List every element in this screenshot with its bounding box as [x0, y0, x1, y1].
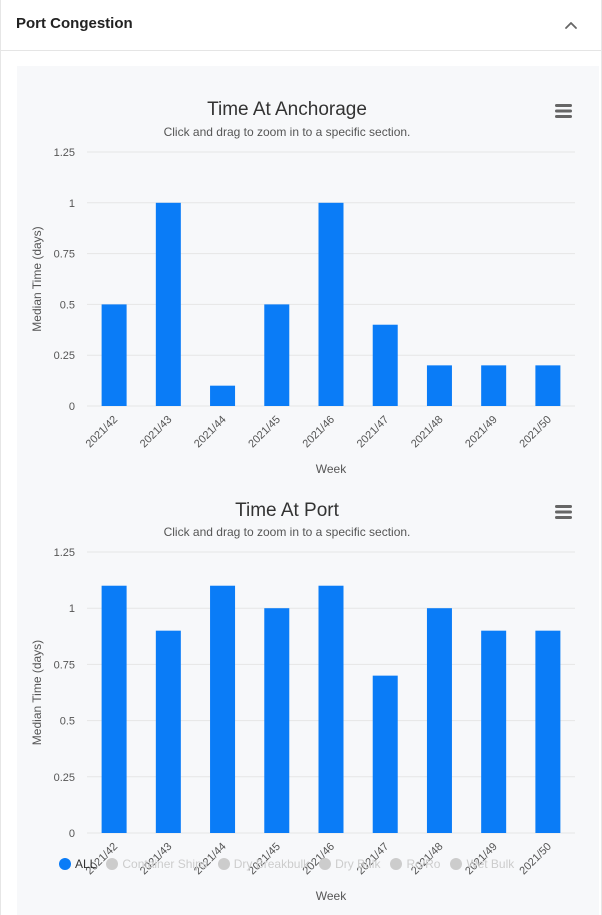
y-tick-label: 0.5 [60, 716, 75, 728]
legend-item[interactable]: Ro/Ro [390, 857, 440, 871]
legend-dot-icon [59, 858, 71, 870]
bar[interactable] [535, 630, 561, 833]
y-tick-label: 1 [69, 603, 75, 615]
y-tick-label: 0.25 [54, 772, 75, 784]
legend-label: Container Ships [122, 857, 208, 871]
legend-dot-icon [390, 858, 403, 870]
bar[interactable] [318, 585, 344, 833]
y-tick-label: 0.75 [54, 659, 75, 671]
bar[interactable] [372, 675, 398, 833]
legend: ALL Container Ships Dry Breakbulk Dry Bulk R… [59, 856, 524, 872]
y-axis-title: Median Time (days) [30, 226, 44, 331]
bar[interactable] [264, 608, 290, 833]
x-tick-label: 2021/50 [517, 414, 554, 451]
bar[interactable] [481, 630, 507, 833]
bar[interactable] [426, 608, 452, 833]
bar[interactable] [155, 630, 181, 833]
bar[interactable] [426, 365, 452, 406]
y-tick-label: 1.25 [54, 547, 75, 559]
x-axis-title: Week [316, 462, 347, 476]
x-axis-title: Week [316, 889, 347, 903]
chevron-up-icon[interactable] [561, 15, 581, 35]
hamburger-menu-icon[interactable] [555, 505, 572, 519]
bar[interactable] [318, 202, 344, 406]
legend-item[interactable]: Dry Bulk [319, 857, 380, 871]
y-tick-label: 0 [69, 828, 75, 840]
x-tick-label: 2021/42 [84, 414, 121, 451]
y-tick-label: 0.75 [54, 249, 75, 261]
bar[interactable] [155, 202, 181, 406]
y-tick-label: 0 [69, 401, 75, 413]
legend-label: Dry Bulk [335, 857, 381, 871]
bar[interactable] [210, 385, 236, 406]
x-tick-label: 2021/48 [409, 414, 446, 451]
x-tick-label: 2021/46 [301, 414, 338, 451]
bar[interactable] [264, 304, 290, 406]
y-tick-label: 0.25 [54, 350, 75, 362]
chart-title: Time At Anchorage [207, 99, 367, 120]
legend-item[interactable]: Dry Breakbulk [217, 857, 310, 871]
legend-dot-icon [106, 858, 119, 870]
chart-card: Time At Anchorage Click and drag to zoom… [17, 66, 599, 915]
chart-subtitle: Click and drag to zoom in to a specific … [164, 125, 411, 139]
legend-label: Dry Breakbulk [233, 857, 310, 871]
panel-title: Port Congestion [16, 15, 133, 32]
bar[interactable] [372, 324, 398, 406]
chart-time-at-port[interactable]: Time At Port Click and drag to zoom in t… [17, 466, 599, 903]
bar[interactable] [210, 585, 236, 833]
legend-dot-icon [450, 858, 463, 870]
bar[interactable] [101, 585, 127, 833]
y-tick-label: 1.25 [54, 147, 75, 159]
legend-label: Ro/Ro [406, 857, 441, 871]
x-tick-label: 2021/43 [138, 414, 175, 451]
legend-dot-icon [217, 858, 230, 870]
x-tick-label: 2021/49 [463, 414, 500, 451]
x-tick-label: 2021/45 [246, 414, 283, 451]
legend-dot-icon [319, 858, 332, 870]
chart-time-at-anchorage[interactable]: Time At Anchorage Click and drag to zoom… [17, 66, 599, 486]
chart-title: Time At Port [235, 500, 340, 521]
legend-label: ALL [75, 857, 97, 871]
x-tick-label: 2021/44 [192, 414, 229, 451]
y-tick-label: 0.5 [60, 299, 75, 311]
hamburger-menu-icon[interactable] [555, 104, 572, 118]
legend-item[interactable]: Container Ships [106, 857, 208, 871]
y-axis-title: Median Time (days) [30, 640, 44, 745]
legend-item[interactable]: Wet Bulk [450, 857, 514, 871]
y-tick-label: 1 [69, 198, 75, 210]
x-tick-label: 2021/47 [355, 414, 392, 451]
bar[interactable] [481, 365, 507, 406]
chart-subtitle: Click and drag to zoom in to a specific … [164, 525, 411, 539]
legend-label: Wet Bulk [466, 857, 515, 871]
legend-item[interactable]: ALL [59, 857, 96, 871]
bar[interactable] [535, 365, 561, 406]
panel-header[interactable]: Port Congestion [1, 0, 601, 51]
bar[interactable] [101, 304, 127, 406]
